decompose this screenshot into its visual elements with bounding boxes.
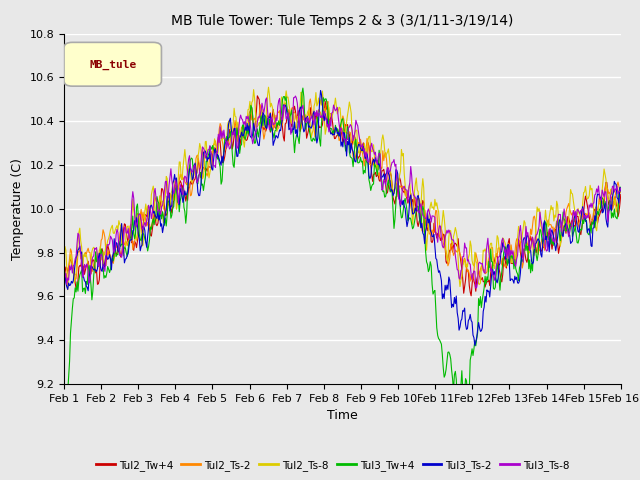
Tul2_Ts-2 bbox=[433, 208, 440, 214]
Tul2_Ts-8 bbox=[204, 167, 212, 172]
Tul2_Ts-2 bbox=[204, 173, 211, 179]
Tul2_Tw+4 bbox=[313, 116, 321, 122]
Tul3_Ts-2 bbox=[60, 270, 68, 276]
Tul2_Ts-2 bbox=[481, 271, 489, 276]
Line: Tul2_Tw+4: Tul2_Tw+4 bbox=[64, 96, 621, 296]
Tul2_Ts-8 bbox=[265, 84, 273, 90]
Line: Tul3_Ts-2: Tul3_Ts-2 bbox=[64, 91, 621, 346]
Tul2_Tw+4 bbox=[159, 186, 166, 192]
Tul3_Tw+4 bbox=[313, 121, 321, 127]
Tul2_Ts-8 bbox=[617, 188, 625, 193]
Tul2_Ts-2 bbox=[313, 118, 321, 124]
Tul3_Tw+4 bbox=[60, 394, 68, 399]
Tul2_Ts-2 bbox=[389, 187, 397, 192]
Tul3_Tw+4 bbox=[433, 325, 440, 331]
Tul2_Ts-2 bbox=[617, 190, 625, 195]
Tul3_Tw+4 bbox=[455, 413, 463, 419]
Tul3_Ts-8 bbox=[389, 159, 397, 165]
Tul3_Ts-2 bbox=[617, 188, 625, 194]
Line: Tul2_Ts-2: Tul2_Ts-2 bbox=[64, 99, 621, 281]
Tul3_Ts-8 bbox=[433, 232, 440, 238]
Tul2_Ts-8 bbox=[60, 256, 68, 262]
Line: Tul3_Ts-8: Tul3_Ts-8 bbox=[64, 96, 621, 288]
Tul3_Ts-2 bbox=[204, 158, 211, 164]
Tul3_Ts-8 bbox=[292, 93, 300, 99]
Y-axis label: Temperature (C): Temperature (C) bbox=[11, 158, 24, 260]
Tul3_Ts-2 bbox=[433, 257, 440, 263]
Tul2_Ts-8 bbox=[390, 190, 398, 196]
Tul3_Ts-8 bbox=[472, 285, 479, 291]
Tul3_Ts-2 bbox=[159, 230, 166, 236]
Tul3_Tw+4 bbox=[481, 274, 489, 279]
Tul3_Ts-8 bbox=[204, 152, 211, 157]
Tul3_Ts-2 bbox=[389, 192, 397, 198]
Tul3_Ts-8 bbox=[159, 203, 166, 208]
Legend: Tul2_Tw+4, Tul2_Ts-2, Tul2_Ts-8, Tul3_Tw+4, Tul3_Ts-2, Tul3_Ts-8: Tul2_Tw+4, Tul2_Ts-2, Tul2_Ts-8, Tul3_Tw… bbox=[92, 456, 574, 475]
Tul3_Tw+4 bbox=[204, 159, 211, 165]
Tul3_Tw+4 bbox=[299, 85, 307, 91]
Tul3_Ts-2 bbox=[317, 88, 324, 94]
Tul3_Tw+4 bbox=[159, 209, 166, 215]
Tul2_Tw+4 bbox=[389, 194, 397, 200]
Tul3_Tw+4 bbox=[617, 184, 625, 190]
Tul3_Ts-8 bbox=[313, 108, 321, 113]
Tul3_Ts-2 bbox=[471, 343, 479, 348]
Tul2_Tw+4 bbox=[204, 168, 211, 174]
Tul2_Ts-2 bbox=[60, 274, 68, 279]
Tul3_Ts-2 bbox=[481, 293, 489, 299]
Tul2_Ts-2 bbox=[307, 96, 314, 102]
Tul2_Tw+4 bbox=[433, 235, 440, 241]
Tul2_Tw+4 bbox=[481, 284, 489, 290]
Tul3_Tw+4 bbox=[389, 207, 397, 213]
Tul3_Ts-2 bbox=[312, 132, 320, 138]
Tul2_Ts-8 bbox=[64, 287, 72, 292]
Tul2_Ts-2 bbox=[159, 210, 166, 216]
Tul2_Ts-8 bbox=[159, 206, 167, 212]
Tul2_Tw+4 bbox=[253, 93, 261, 99]
Tul3_Ts-8 bbox=[617, 185, 625, 191]
Text: MB_tule: MB_tule bbox=[90, 60, 136, 70]
Tul2_Tw+4 bbox=[617, 192, 625, 197]
Tul2_Tw+4 bbox=[60, 277, 68, 283]
X-axis label: Time: Time bbox=[327, 409, 358, 422]
Line: Tul2_Ts-8: Tul2_Ts-8 bbox=[64, 87, 621, 289]
Tul2_Tw+4 bbox=[467, 293, 475, 299]
Tul3_Ts-8 bbox=[481, 270, 489, 276]
Tul2_Ts-8 bbox=[481, 246, 489, 252]
Tul2_Ts-8 bbox=[314, 101, 322, 107]
FancyBboxPatch shape bbox=[64, 42, 161, 86]
Title: MB Tule Tower: Tule Temps 2 & 3 (3/1/11-3/19/14): MB Tule Tower: Tule Temps 2 & 3 (3/1/11-… bbox=[172, 14, 513, 28]
Tul2_Ts-2 bbox=[467, 278, 474, 284]
Tul3_Ts-8 bbox=[60, 275, 68, 280]
Tul2_Ts-8 bbox=[434, 205, 442, 211]
Line: Tul3_Tw+4: Tul3_Tw+4 bbox=[64, 88, 621, 416]
